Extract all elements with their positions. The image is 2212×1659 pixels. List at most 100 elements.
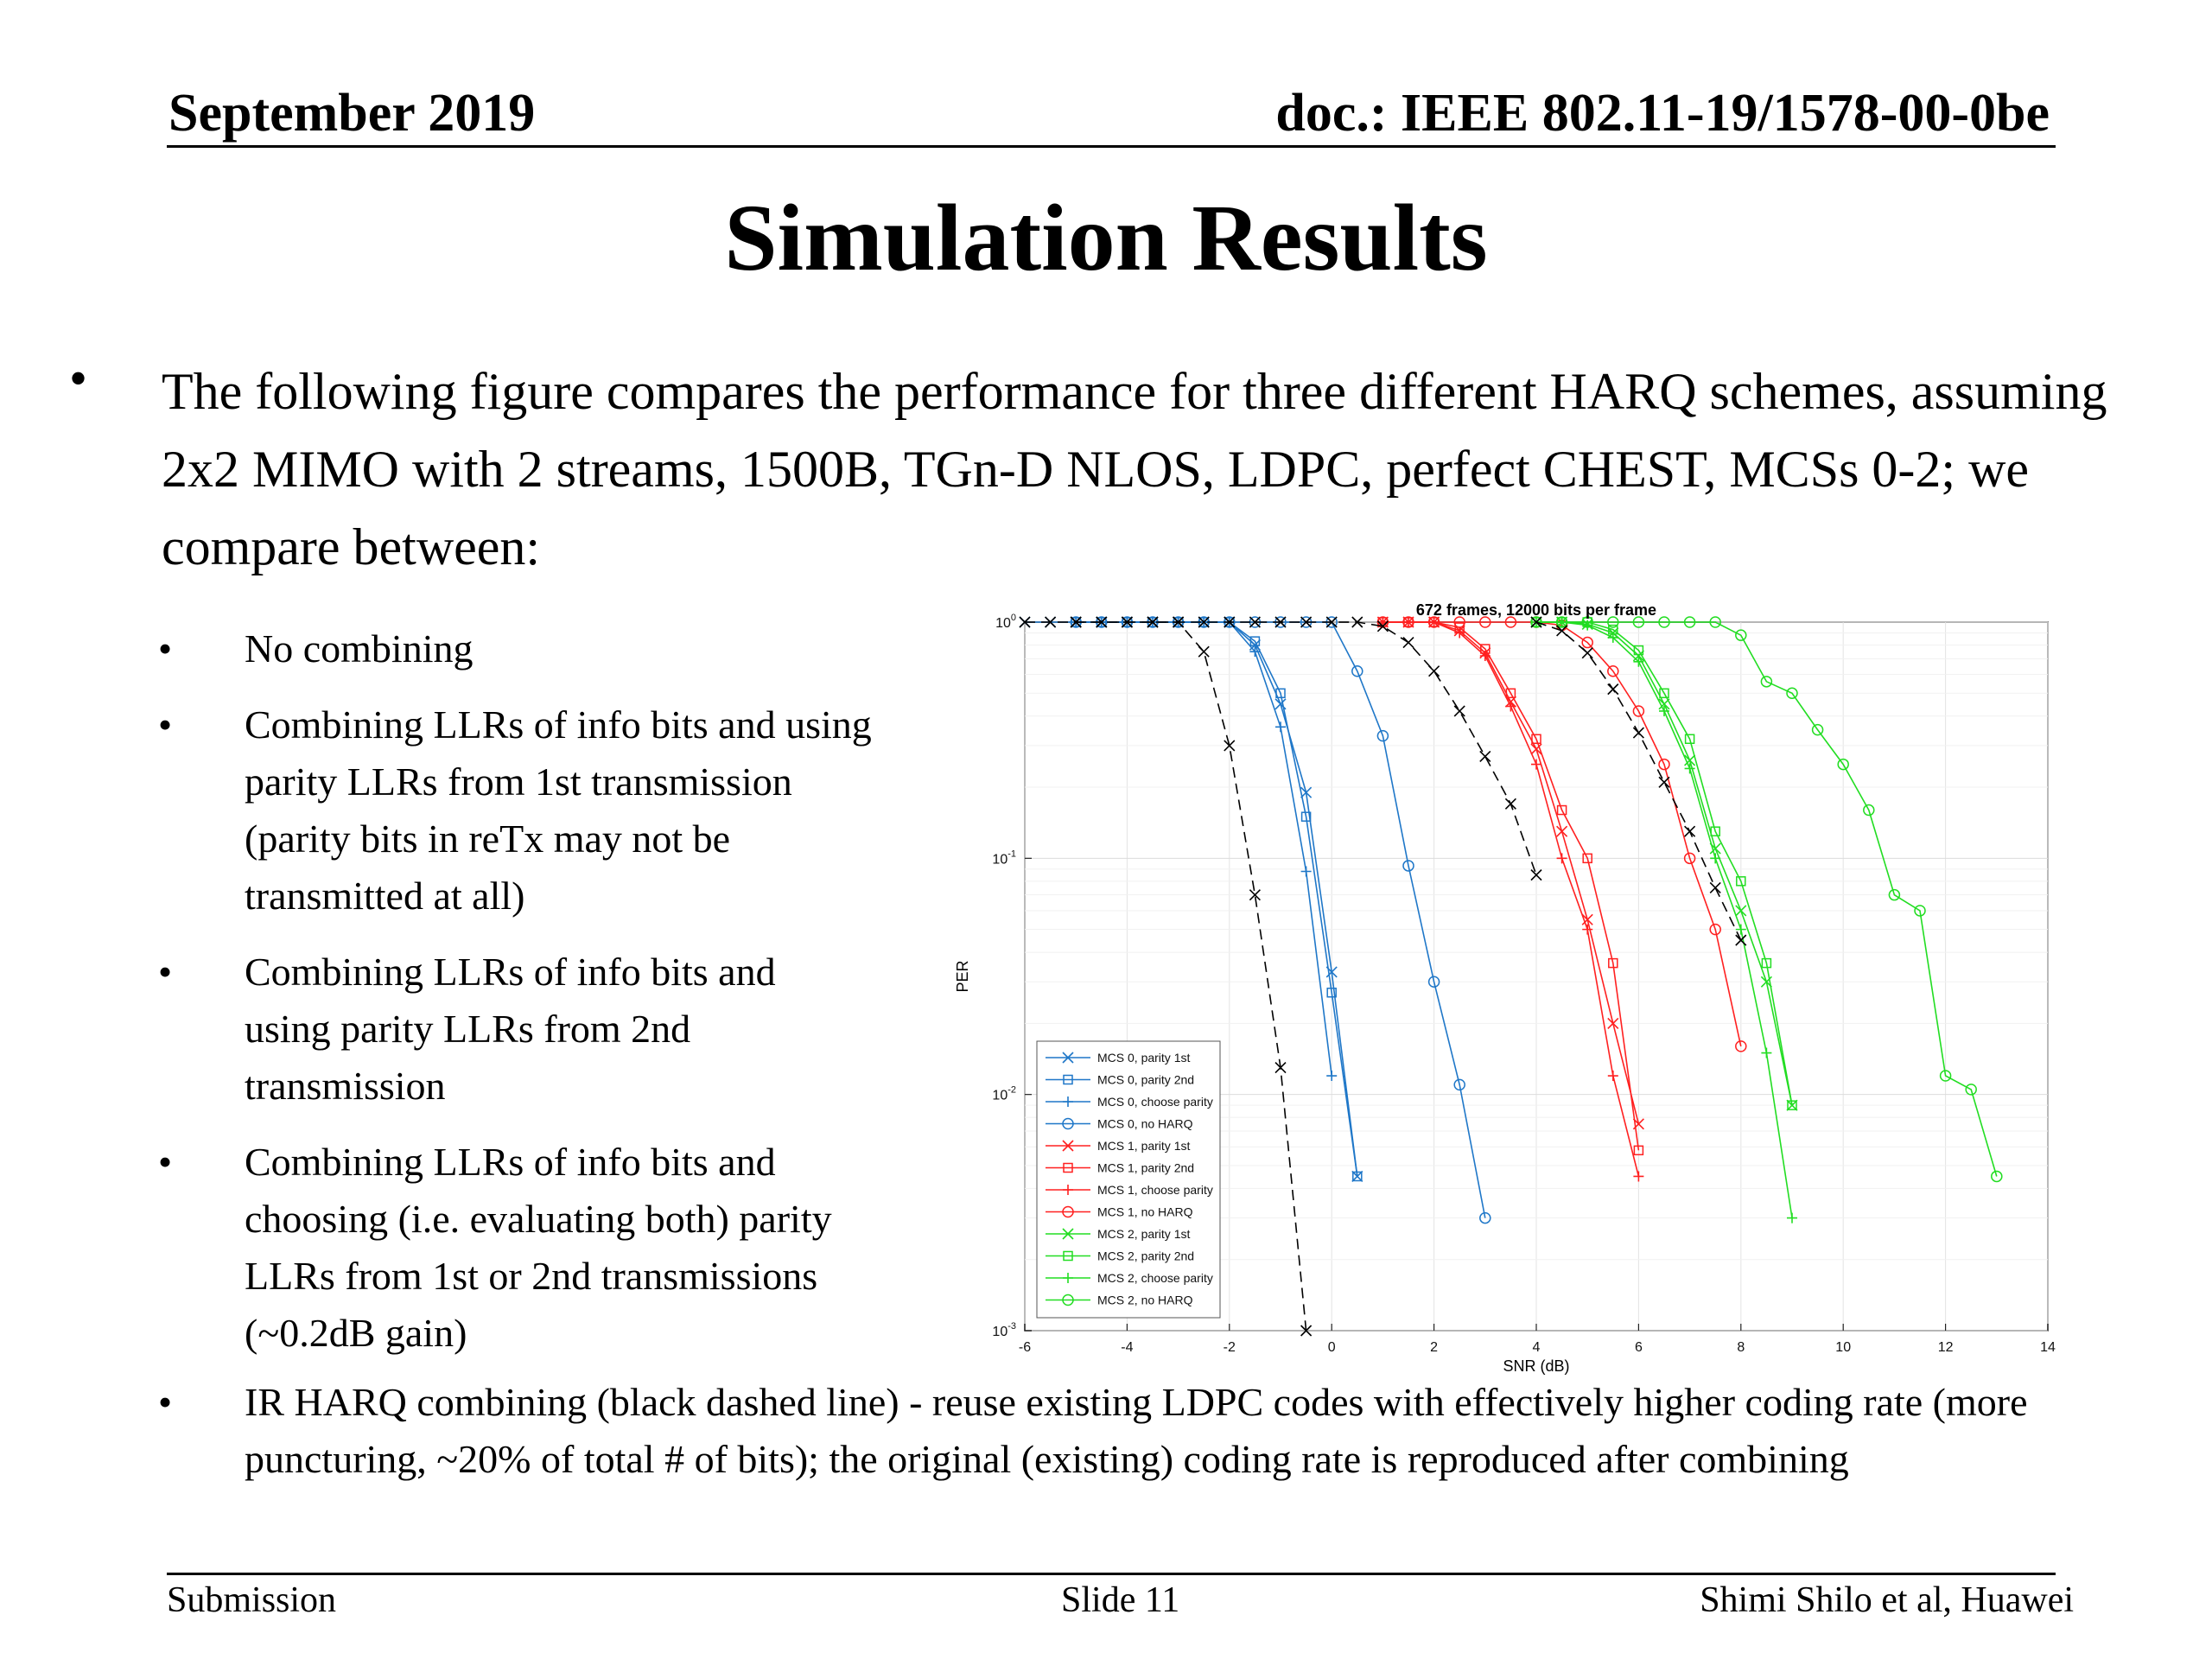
marker-x [1607,1017,1619,1029]
marker-square [1710,826,1720,836]
series-10 [1531,617,1797,1224]
legend-label: MCS 1, no HARQ [1097,1205,1193,1219]
intro-bullet-marker: • [69,350,88,407]
legend-label: MCS 0, no HARQ [1097,1117,1193,1131]
marker-x [1070,616,1082,628]
marker-circle [1555,616,1568,628]
x-tick-label: -2 [1224,1340,1236,1355]
marker-x [1300,1325,1313,1337]
marker-circle [1811,723,1824,736]
marker-x [1556,825,1568,837]
marker-plus [1531,759,1541,770]
marker-x [1325,616,1338,628]
marker-circle [1581,636,1593,649]
marker-x [1224,740,1236,752]
sub-bullet-5: IR HARQ combining (black dashed line) - … [245,1380,2028,1481]
marker-x [1096,616,1108,628]
x-tick-label: 2 [1430,1340,1438,1355]
marker-square [1633,645,1644,656]
legend-label: MCS 2, parity 1st [1097,1227,1190,1241]
legend-label: MCS 1, parity 2nd [1097,1161,1194,1175]
marker-x [1735,905,1747,917]
marker-x [1019,616,1031,628]
marker-plus [1607,1071,1618,1082]
marker-plus [1063,1096,1073,1107]
marker-x [1062,1140,1074,1152]
legend-label: MCS 2, choose parity [1097,1271,1213,1285]
x-axis-label: SNR (dB) [1503,1357,1569,1375]
marker-x [1428,665,1440,677]
marker-square [1556,804,1567,816]
legend-entry: MCS 0, parity 1st [1046,1051,1190,1065]
marker-circle [1402,860,1414,872]
marker-plus [1556,853,1567,864]
marker-circle [1939,1070,1952,1082]
marker-x [1402,636,1414,649]
chart-legend: MCS 0, parity 1st MCS 0, parity 2nd MCS 0,… [1036,1040,1221,1319]
marker-circle [1709,923,1721,936]
footer-rule [167,1573,2056,1575]
marker-circle [1427,616,1440,628]
marker-x [1530,616,1542,628]
marker-circle [1479,616,1491,628]
sub-bullet-2: Combining LLRs of info bits and using pa… [245,702,872,918]
legend-entry: MCS 2, parity 1st [1046,1227,1190,1241]
marker-circle [1888,888,1901,901]
marker-plus [1300,866,1312,877]
marker-x [1224,616,1236,628]
x-tick-label: 4 [1533,1340,1541,1355]
marker-square [1787,1100,1797,1110]
legend-label: MCS 1, choose parity [1097,1183,1213,1197]
marker-square [1659,688,1669,699]
marker-circle [1376,616,1389,628]
marker-x [1249,616,1261,628]
sub-bullet-marker: • [158,626,173,671]
marker-circle [1863,804,1875,817]
footer-slide-number: Slide 11 [1061,1580,1180,1620]
marker-x [1045,616,1057,628]
marker-x [1300,616,1313,628]
marker-square [1761,957,1772,969]
per-chart: -6 -4 -2 0 2 4 6 8 10 12 14 100 10-1 10-2 10-3 672 fra… [954,601,2056,1375]
legend-entry: MCS 1, no HARQ [1046,1205,1193,1219]
legend-label: MCS 0, choose parity [1097,1095,1213,1109]
marker-circle [1837,758,1849,771]
marker-square [1063,1250,1073,1262]
x-tick-label: 6 [1635,1340,1643,1355]
marker-x [1735,934,1747,946]
legend-entry: MCS 1, parity 1st [1046,1139,1190,1153]
marker-circle [1062,1117,1074,1130]
x-tick-label: 12 [1938,1340,1954,1355]
legend-entry: MCS 2, no HARQ [1046,1294,1193,1307]
marker-plus [1326,1071,1338,1082]
marker-x [1300,786,1313,798]
marker-circle [1479,1211,1491,1224]
marker-x [1530,743,1542,755]
legend-entry: MCS 2, parity 2nd [1046,1249,1194,1263]
sub-bullet-3: Combining LLRs of info bits and using pa… [245,950,776,1108]
legend-entry: MCS 1, choose parity [1046,1183,1213,1197]
marker-square [1249,636,1261,646]
marker-x [1556,625,1568,637]
marker-x [1173,616,1185,628]
marker-circle [1062,1294,1074,1306]
legend-entry: MCS 1, parity 2nd [1046,1161,1194,1175]
legend-box [1036,1040,1221,1319]
footer-submission: Submission [167,1580,337,1620]
marker-plus [1787,1212,1797,1224]
marker-plus [1249,646,1261,658]
legend-entry: MCS 2, choose parity [1046,1271,1213,1285]
marker-square [1684,734,1695,745]
sub-bullet-marker: • [158,1380,173,1424]
marker-square [1352,1171,1363,1182]
marker-square [1275,688,1286,699]
legend-label: MCS 1, parity 1st [1097,1139,1190,1153]
marker-x [1062,1052,1074,1064]
marker-circle [1632,705,1645,717]
marker-square [1505,688,1516,699]
legend-entry: MCS 0, parity 2nd [1046,1073,1194,1087]
series-14 [1530,616,1747,946]
marker-square [1582,853,1592,864]
marker-circle [1504,616,1517,628]
marker-square [1063,1074,1073,1085]
